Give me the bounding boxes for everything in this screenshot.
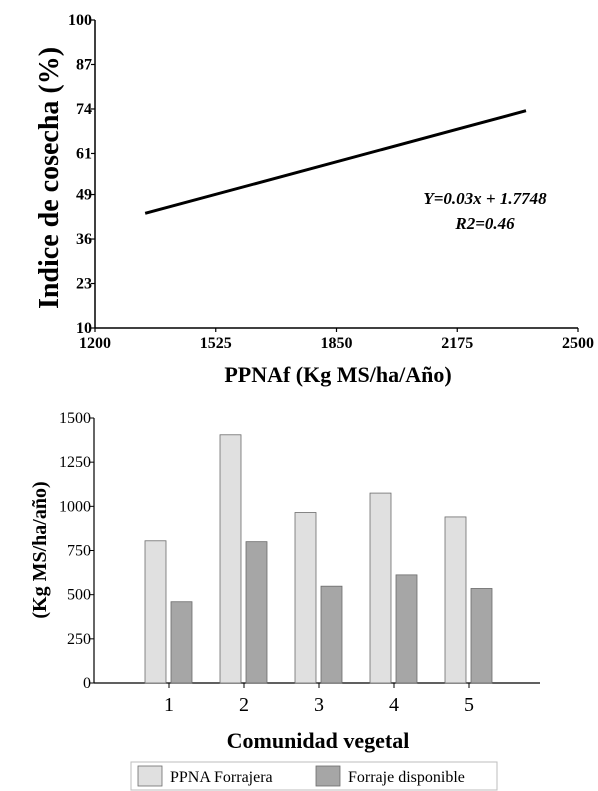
legend-label: Forraje disponible — [348, 769, 465, 786]
regression-axes — [94, 20, 578, 329]
regression-y-axis-label: Indice de cosecha (%) — [34, 47, 65, 309]
bar-x-tick-label: 3 — [314, 694, 324, 716]
legend-swatch — [315, 765, 341, 787]
regression-y-ticks: 100 87 74 61 49 36 23 10 — [68, 12, 95, 337]
bar-x-ticks: 1 2 3 4 5 — [164, 683, 474, 716]
regression-y-tick-label: 36 — [76, 231, 92, 248]
regression-line — [144, 109, 527, 215]
bar-y-tick-label: 1250 — [59, 454, 91, 471]
regression-y-tick-label: 23 — [76, 276, 92, 293]
regression-x-tick-label: 1200 — [79, 335, 111, 352]
bar-x-tick-label: 5 — [464, 694, 474, 716]
legend-label: PPNA Forrajera — [170, 769, 273, 786]
bar — [245, 541, 268, 684]
bar — [294, 512, 317, 684]
regression-x-axis-label: PPNAf (Kg MS/ha/Año) — [224, 362, 451, 387]
bar — [219, 434, 242, 684]
regression-y-tick-label: 87 — [76, 56, 92, 73]
bar-y-tick-label: 750 — [67, 543, 91, 560]
regression-chart: 100 87 74 61 49 36 23 10 1200 1525 1850 2175 2500 Y… — [34, 12, 594, 387]
legend-box — [130, 761, 498, 791]
regression-x-ticks: 1200 1525 1850 2175 2500 — [79, 328, 594, 352]
bar — [320, 585, 343, 684]
bar-series — [144, 434, 493, 684]
bar-x-tick-label: 1 — [164, 694, 174, 716]
bar — [170, 601, 193, 684]
bar-x-tick-label: 4 — [389, 694, 399, 716]
bar — [444, 516, 467, 684]
regression-y-tick-label: 74 — [76, 101, 92, 118]
bar-x-tick-label: 2 — [239, 694, 249, 716]
regression-series — [144, 109, 527, 215]
regression-x-tick-label: 2500 — [562, 335, 594, 352]
regression-x-tick-label: 1525 — [200, 335, 232, 352]
regression-y-tick-label: 61 — [76, 145, 92, 162]
bar-y-axis-label: (Kg MS/ha/año) — [29, 481, 51, 618]
bar-y-tick-label: 1500 — [59, 410, 91, 427]
bar-legend: PPNA Forrajera Forraje disponible — [130, 761, 498, 791]
bar-y-tick-label: 250 — [67, 631, 91, 648]
regression-y-tick-label: 100 — [68, 12, 92, 29]
regression-x-tick-label: 1850 — [321, 335, 353, 352]
regression-r2: R2=0.46 — [454, 214, 515, 233]
regression-x-tick-label: 2175 — [441, 335, 473, 352]
bar-y-tick-label: 1000 — [59, 498, 91, 515]
bar — [144, 540, 167, 684]
regression-y-tick-label: 49 — [76, 187, 92, 204]
bar — [369, 492, 392, 684]
bar-chart: 0 250 500 750 1000 1250 1500 1 2 3 4 5 (Kg MS/ha/a… — [29, 410, 540, 791]
bar-y-tick-label: 500 — [67, 587, 91, 604]
regression-equation: Y=0.03x + 1.7748 — [423, 189, 547, 208]
regression-y-tick-label: 10 — [76, 320, 92, 337]
legend-swatch — [137, 765, 163, 787]
bar-y-ticks: 0 250 500 750 1000 1250 1500 — [59, 410, 94, 692]
bar — [470, 588, 493, 684]
bar-y-tick-label: 0 — [83, 675, 91, 692]
bar — [395, 574, 418, 684]
bar-x-axis-label: Comunidad vegetal — [227, 728, 410, 753]
